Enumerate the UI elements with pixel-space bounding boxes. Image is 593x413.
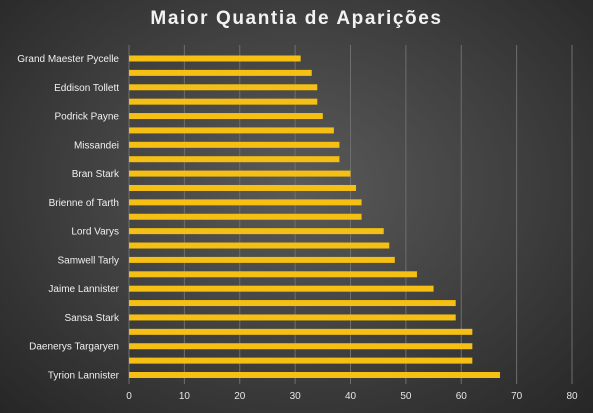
category-label: Lord Varys [71, 227, 119, 238]
bars [129, 55, 501, 378]
category-label: Eddison Tollett [54, 83, 119, 94]
category-label: Grand Maester Pycelle [17, 54, 119, 65]
bar [129, 141, 340, 148]
category-label: Podrick Payne [55, 112, 120, 123]
bar [129, 285, 434, 292]
x-tick-label: 30 [290, 391, 302, 402]
category-label: Missandei [74, 140, 119, 151]
category-label: Daenerys Targaryen [29, 342, 119, 353]
bar [129, 242, 390, 249]
x-tick-label: 50 [400, 391, 412, 402]
bar [129, 69, 312, 76]
bar [129, 113, 323, 120]
bar [129, 228, 384, 235]
x-tick-label: 0 [126, 391, 132, 402]
bar [129, 343, 473, 350]
x-tick-label: 20 [234, 391, 246, 402]
bar [129, 127, 334, 134]
bar [129, 271, 417, 278]
bar [129, 156, 340, 163]
category-label: Bran Stark [72, 169, 120, 180]
bar [129, 199, 362, 206]
bar [129, 372, 501, 378]
bar [129, 184, 357, 191]
x-tick-label: 40 [345, 391, 357, 402]
x-tick-label: 70 [511, 391, 523, 402]
bar [129, 213, 362, 220]
category-label: Jaime Lannister [48, 284, 119, 295]
bar [129, 357, 473, 364]
bar [129, 170, 351, 177]
chart-title: Maior Quantia de Aparições [150, 8, 443, 29]
category-label: Sansa Stark [65, 313, 120, 324]
category-label: Brienne of Tarth [49, 198, 119, 209]
category-label: Samwell Tarly [58, 255, 120, 266]
bar [129, 314, 456, 321]
x-tick-label: 80 [566, 391, 578, 402]
x-tick-label: 60 [456, 391, 468, 402]
bar [129, 55, 301, 62]
bar [129, 256, 395, 263]
bar [129, 328, 473, 335]
category-labels: Grand Maester Pycelle Eddison Tollett Podr… [17, 54, 120, 382]
bar [129, 84, 318, 91]
category-label: Tyrion Lannister [48, 371, 120, 382]
x-tick-labels: 0 10 20 30 40 50 60 70 80 [126, 391, 578, 402]
bar [129, 98, 318, 105]
bar [129, 300, 456, 307]
x-tick-label: 10 [179, 391, 191, 402]
